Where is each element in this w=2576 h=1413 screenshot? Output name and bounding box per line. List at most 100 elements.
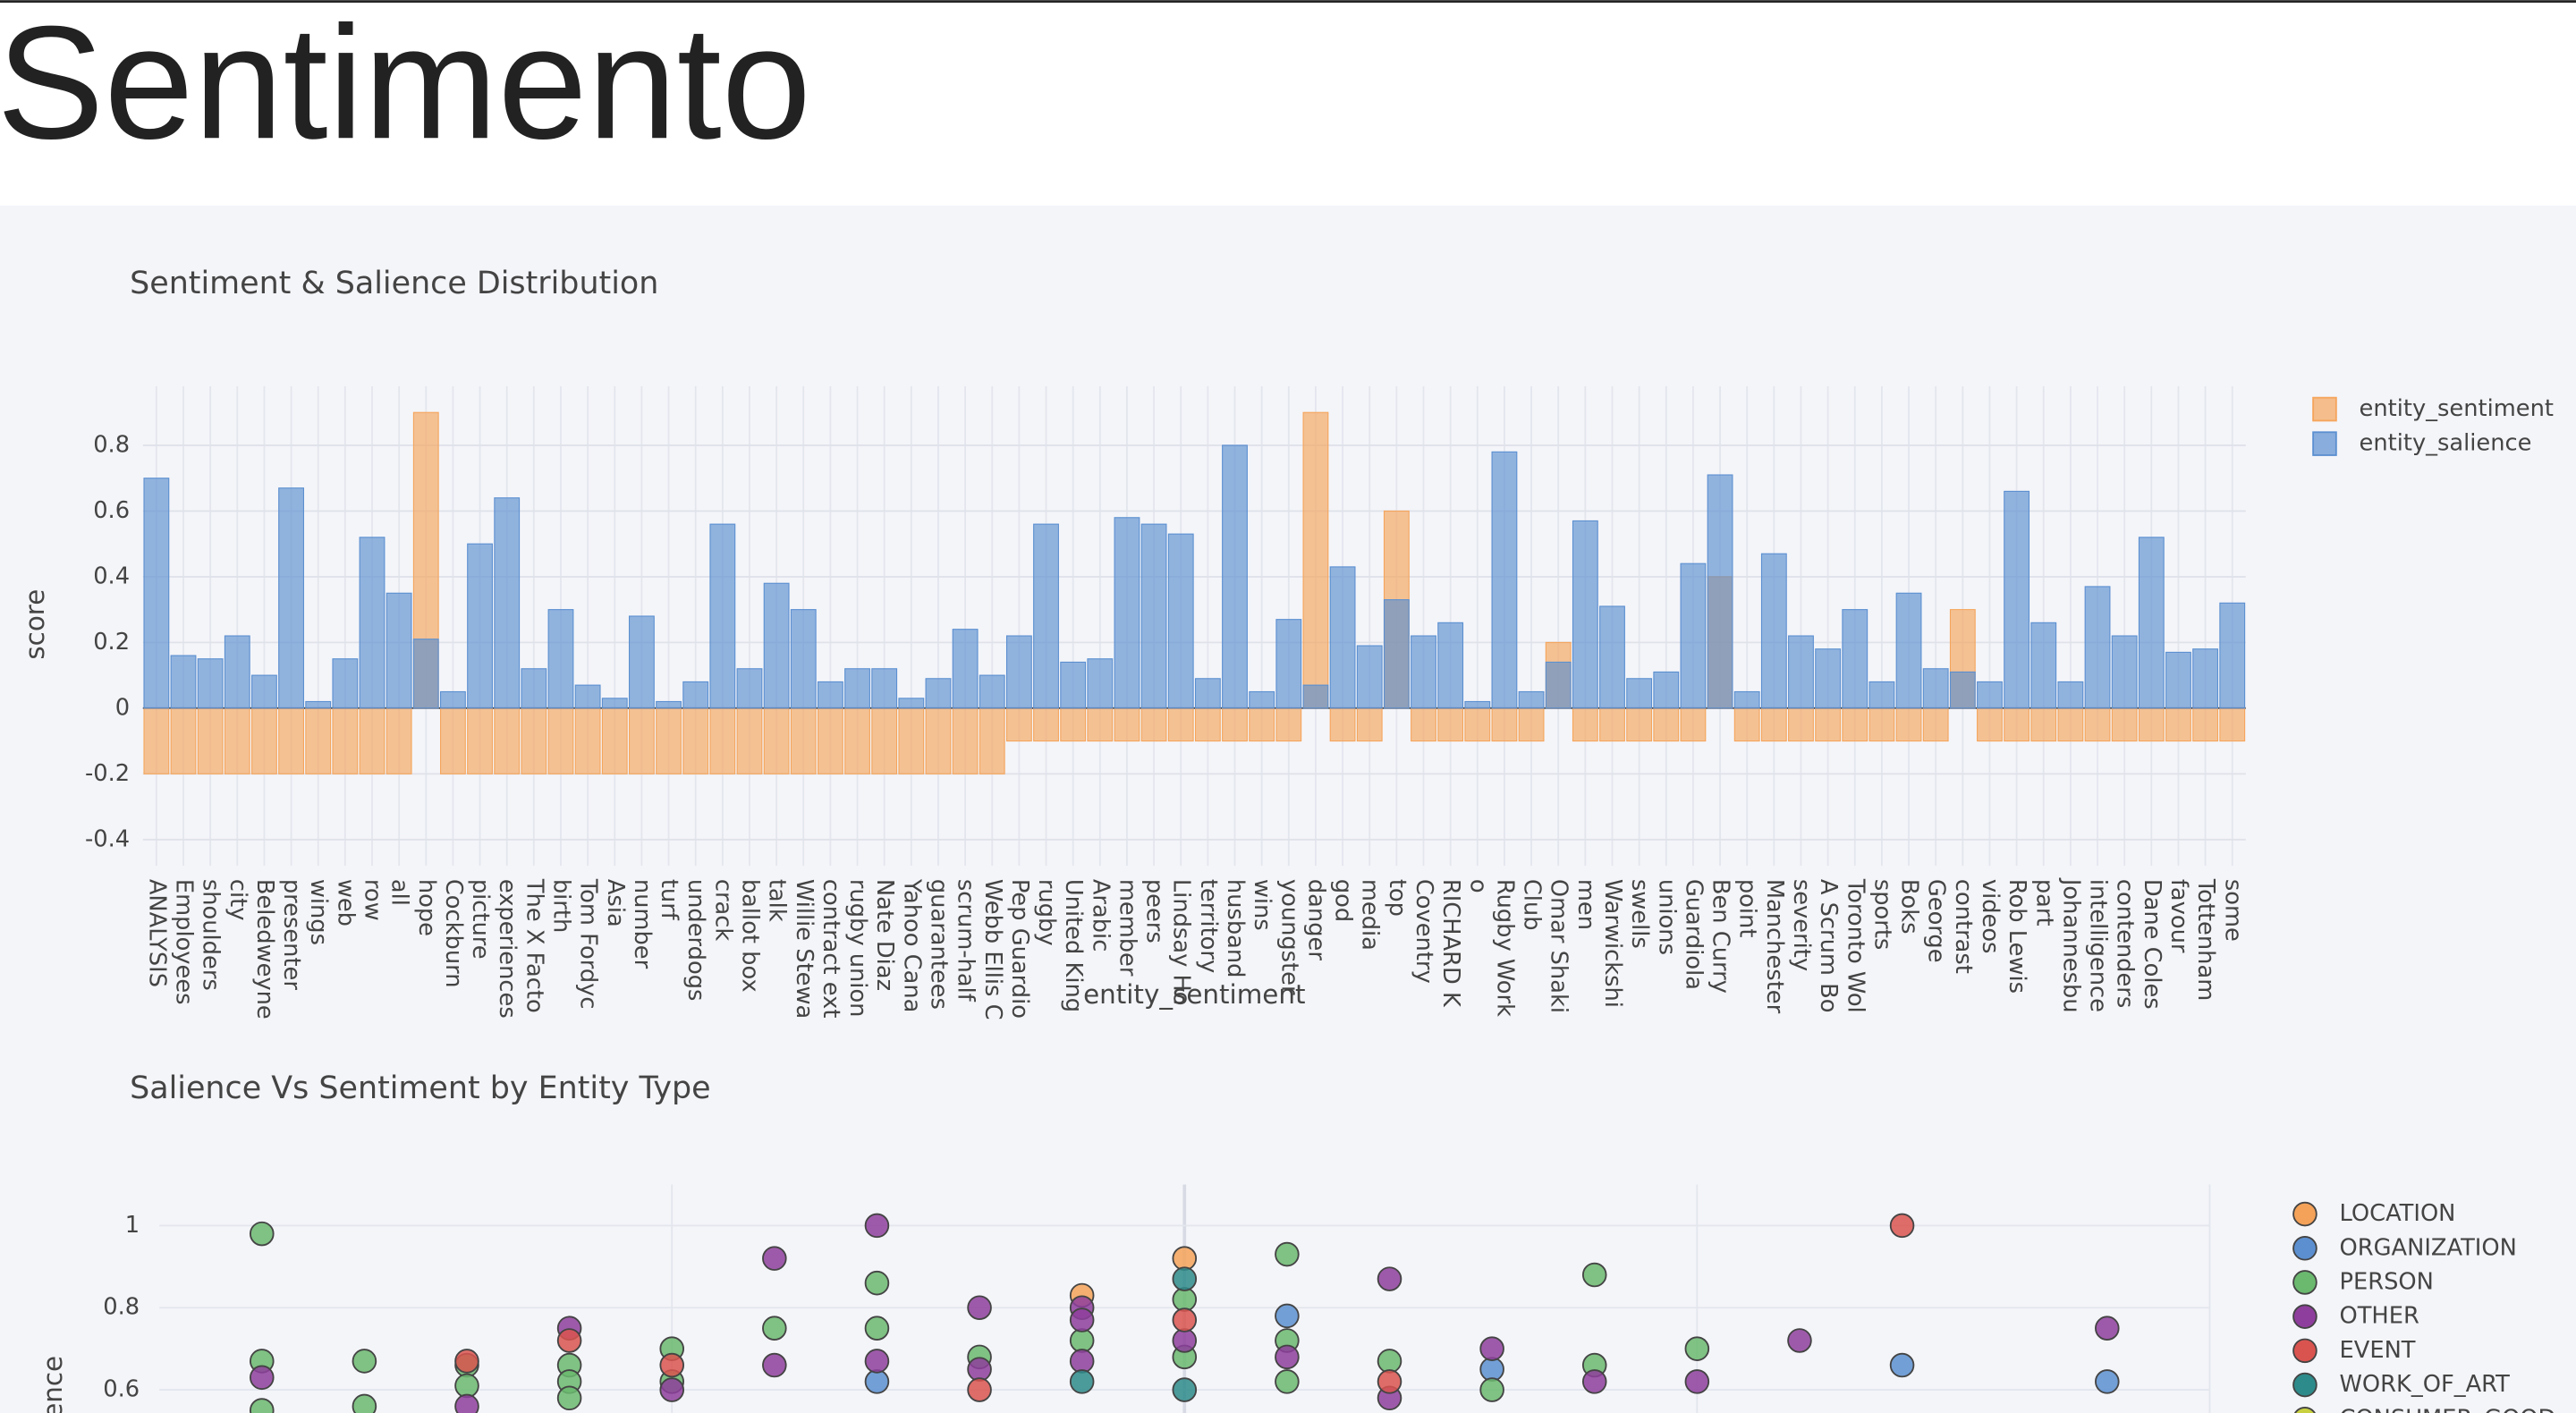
point — [1172, 1266, 1198, 1291]
legend-label: EVENT — [2340, 1337, 2416, 1364]
bar — [1815, 707, 1842, 742]
point — [1684, 1369, 1710, 1394]
bar — [251, 674, 277, 709]
x-tick-label: husband — [1222, 879, 1249, 978]
x-tick-label: Willie Stewa — [791, 879, 818, 1019]
bar — [709, 707, 736, 774]
point — [250, 1398, 275, 1413]
x-tick-label: Guardiola — [1680, 879, 1707, 990]
bar — [709, 523, 736, 709]
x-tick-label: territory — [1195, 879, 1222, 973]
bar — [1733, 707, 1760, 742]
bar — [332, 658, 359, 709]
x-tick-label: rugby — [1033, 879, 1060, 946]
bar — [1222, 444, 1248, 709]
bar — [1033, 707, 1059, 742]
point — [1377, 1266, 1402, 1291]
x-tick-label: Employees — [171, 879, 198, 1005]
x-tick-label: Beledweyne — [251, 879, 278, 1020]
bar — [790, 609, 817, 709]
bar — [412, 639, 439, 709]
bar — [386, 707, 412, 774]
bar — [898, 698, 925, 709]
x-tick-label: Coventry — [1411, 879, 1437, 984]
x-tick-label: Pep Guardio — [1006, 879, 1033, 1019]
point — [864, 1270, 890, 1296]
bar — [952, 707, 979, 774]
y-tick-label: -0.2 — [85, 760, 130, 787]
x-tick-label: o — [1464, 879, 1491, 893]
bar — [1545, 661, 1572, 709]
y-tick-label: 0.8 — [103, 1294, 140, 1321]
bar — [790, 707, 817, 774]
x-tick-label: all — [386, 879, 413, 906]
bar — [1275, 619, 1302, 709]
bar — [1437, 622, 1464, 709]
x-tick-label: picture — [467, 879, 494, 960]
bar — [278, 707, 304, 774]
x-tick-label: RICHARD K — [1437, 879, 1464, 1008]
bar — [1411, 635, 1436, 709]
legend-label: LOCATION — [2340, 1200, 2456, 1227]
point — [556, 1328, 582, 1353]
x-tick-label: underdogs — [682, 879, 709, 1002]
point — [556, 1385, 582, 1411]
legend-swatch — [2312, 431, 2337, 456]
bar — [2165, 707, 2191, 742]
x-tick-label: contenders — [2112, 879, 2139, 1008]
bar — [2192, 648, 2219, 709]
point — [967, 1377, 992, 1402]
x-tick-label: Cockburn — [440, 879, 467, 988]
bar — [1733, 690, 1760, 709]
bar — [1437, 707, 1464, 742]
bar — [386, 592, 412, 709]
legend-label: OTHER — [2340, 1303, 2419, 1330]
x-tick-label: shoulders — [198, 879, 225, 991]
bar — [494, 707, 521, 774]
bar — [1922, 707, 1949, 742]
bar — [1060, 707, 1087, 742]
point — [864, 1349, 890, 1374]
bar — [1005, 635, 1032, 709]
x-tick-label: favour — [2165, 879, 2192, 953]
point — [1172, 1307, 1198, 1333]
x-tick-label: Nate Diaz — [871, 879, 898, 991]
point — [967, 1357, 992, 1382]
bar — [2084, 586, 2111, 709]
bar — [763, 707, 790, 774]
point — [762, 1316, 787, 1341]
point — [352, 1393, 377, 1413]
y-tick-label: 0.4 — [93, 563, 130, 589]
bar — [574, 684, 601, 709]
legend-label: entity_salience — [2360, 430, 2532, 457]
bar — [1114, 517, 1140, 709]
bar — [359, 537, 386, 709]
point — [454, 1373, 479, 1399]
bar — [440, 690, 466, 709]
bar — [1249, 707, 1275, 742]
point — [1889, 1352, 1915, 1378]
chart-title: Sentiment & Salience Distribution — [130, 266, 658, 301]
x-tick-label: scrum-half — [953, 879, 979, 1003]
bar — [1572, 520, 1598, 709]
bar — [844, 707, 870, 774]
point — [249, 1365, 275, 1391]
bar — [2111, 635, 2138, 709]
y-tick-label: -0.4 — [85, 825, 130, 852]
legend-label: WORK_OF_ART — [2340, 1371, 2511, 1398]
bar — [197, 707, 224, 774]
bar — [1167, 533, 1194, 709]
point — [864, 1369, 890, 1394]
bar — [817, 707, 843, 774]
bar — [1140, 523, 1167, 709]
chart-title: Salience Vs Sentiment by Entity Type — [130, 1070, 711, 1106]
bar — [1680, 563, 1707, 709]
point — [1377, 1349, 1402, 1374]
bar — [1302, 411, 1329, 709]
legend-swatch — [2292, 1235, 2318, 1261]
x-tick-label: Omar Shaki — [1546, 879, 1572, 1013]
bar — [871, 668, 898, 709]
x-tick-label: The X Facto — [521, 878, 547, 1013]
x-tick-label: videos — [1977, 879, 2004, 954]
